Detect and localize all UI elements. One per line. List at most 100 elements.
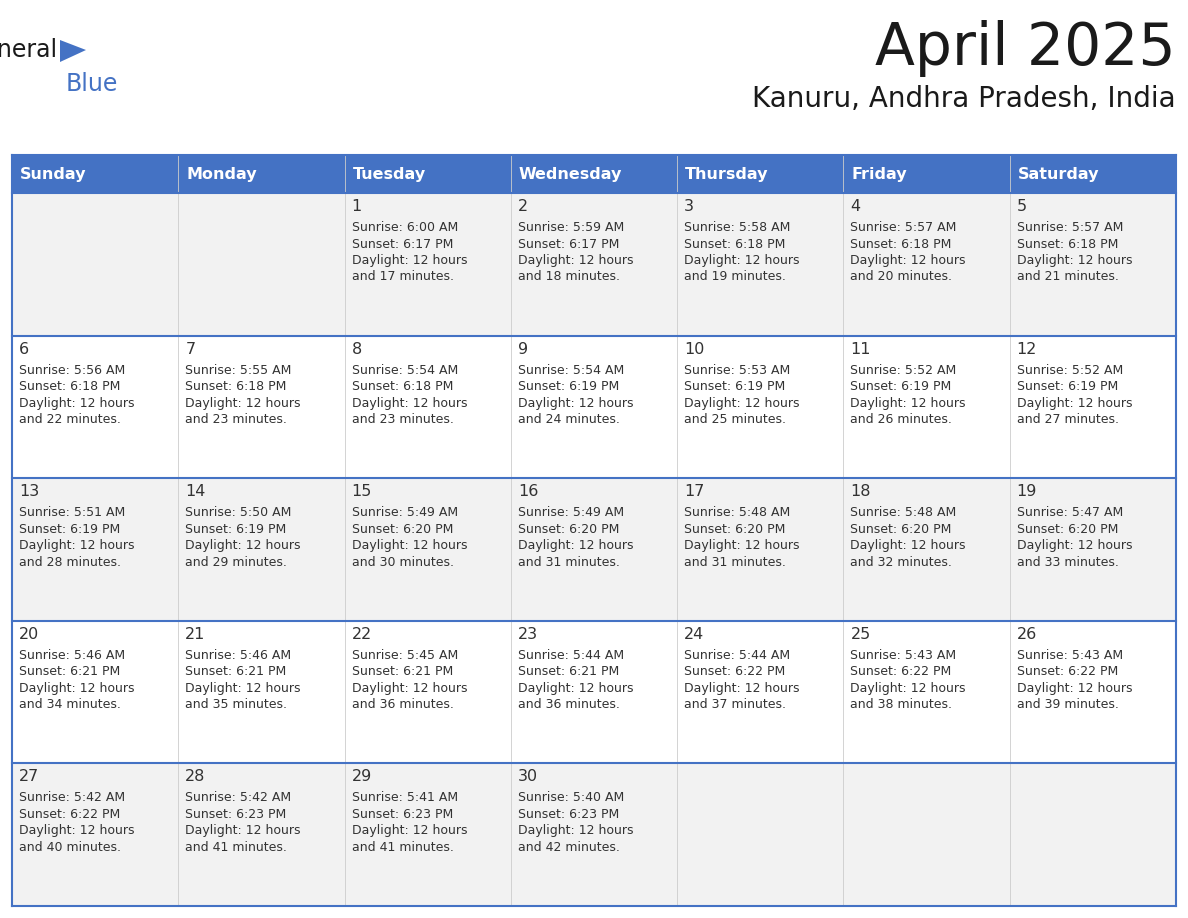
Text: Sunrise: 5:59 AM: Sunrise: 5:59 AM xyxy=(518,221,624,234)
Bar xyxy=(677,764,843,906)
Text: Daylight: 12 hours: Daylight: 12 hours xyxy=(518,824,633,837)
Text: Sunset: 6:19 PM: Sunset: 6:19 PM xyxy=(684,380,785,393)
Text: Daylight: 12 hours: Daylight: 12 hours xyxy=(185,682,301,695)
Text: 29: 29 xyxy=(352,769,372,784)
Bar xyxy=(345,336,511,478)
Text: 1: 1 xyxy=(352,199,362,214)
Text: 15: 15 xyxy=(352,484,372,499)
Bar xyxy=(511,764,677,906)
Text: Daylight: 12 hours: Daylight: 12 hours xyxy=(518,397,633,409)
Text: Sunset: 6:23 PM: Sunset: 6:23 PM xyxy=(518,808,619,821)
Bar xyxy=(843,336,1010,478)
Bar xyxy=(677,336,843,478)
Text: 14: 14 xyxy=(185,484,206,499)
Text: 20: 20 xyxy=(19,627,39,642)
Text: Daylight: 12 hours: Daylight: 12 hours xyxy=(851,539,966,553)
Bar xyxy=(12,193,178,336)
Text: and 32 minutes.: and 32 minutes. xyxy=(851,555,953,568)
Text: Sunset: 6:18 PM: Sunset: 6:18 PM xyxy=(19,380,120,393)
Bar xyxy=(1010,193,1176,336)
Text: Sunrise: 5:45 AM: Sunrise: 5:45 AM xyxy=(352,649,457,662)
Bar xyxy=(178,193,345,336)
Text: Blue: Blue xyxy=(67,72,119,96)
Text: Daylight: 12 hours: Daylight: 12 hours xyxy=(851,397,966,409)
Text: and 18 minutes.: and 18 minutes. xyxy=(518,271,620,284)
Text: 28: 28 xyxy=(185,769,206,784)
Text: Sunrise: 5:48 AM: Sunrise: 5:48 AM xyxy=(684,506,790,520)
Text: Sunset: 6:21 PM: Sunset: 6:21 PM xyxy=(352,666,453,678)
Text: Sunrise: 5:52 AM: Sunrise: 5:52 AM xyxy=(1017,364,1123,376)
Text: Sunset: 6:17 PM: Sunset: 6:17 PM xyxy=(518,238,619,251)
Text: 23: 23 xyxy=(518,627,538,642)
Text: 4: 4 xyxy=(851,199,860,214)
Text: and 25 minutes.: and 25 minutes. xyxy=(684,413,786,426)
Bar xyxy=(1010,478,1176,621)
Text: and 24 minutes.: and 24 minutes. xyxy=(518,413,620,426)
Text: Daylight: 12 hours: Daylight: 12 hours xyxy=(352,682,467,695)
Bar xyxy=(178,336,345,478)
Text: Daylight: 12 hours: Daylight: 12 hours xyxy=(684,682,800,695)
Text: and 41 minutes.: and 41 minutes. xyxy=(185,841,287,854)
Text: 9: 9 xyxy=(518,341,527,356)
Text: Daylight: 12 hours: Daylight: 12 hours xyxy=(851,254,966,267)
Text: Sunset: 6:21 PM: Sunset: 6:21 PM xyxy=(19,666,120,678)
Text: 8: 8 xyxy=(352,341,362,356)
Text: 30: 30 xyxy=(518,769,538,784)
Text: Sunset: 6:18 PM: Sunset: 6:18 PM xyxy=(684,238,785,251)
Text: 26: 26 xyxy=(1017,627,1037,642)
Text: Friday: Friday xyxy=(852,166,908,182)
Text: Daylight: 12 hours: Daylight: 12 hours xyxy=(352,824,467,837)
Text: Sunrise: 5:58 AM: Sunrise: 5:58 AM xyxy=(684,221,790,234)
Text: and 34 minutes.: and 34 minutes. xyxy=(19,699,121,711)
Text: Monday: Monday xyxy=(187,166,257,182)
Text: Sunrise: 5:43 AM: Sunrise: 5:43 AM xyxy=(1017,649,1123,662)
Text: Sunset: 6:18 PM: Sunset: 6:18 PM xyxy=(851,238,952,251)
Text: Sunrise: 5:41 AM: Sunrise: 5:41 AM xyxy=(352,791,457,804)
Text: Daylight: 12 hours: Daylight: 12 hours xyxy=(518,539,633,553)
Text: Sunrise: 5:44 AM: Sunrise: 5:44 AM xyxy=(518,649,624,662)
Text: and 19 minutes.: and 19 minutes. xyxy=(684,271,786,284)
Bar xyxy=(178,764,345,906)
Text: 3: 3 xyxy=(684,199,694,214)
Text: and 27 minutes.: and 27 minutes. xyxy=(1017,413,1119,426)
Text: 18: 18 xyxy=(851,484,871,499)
Text: and 36 minutes.: and 36 minutes. xyxy=(518,699,620,711)
Text: Sunset: 6:20 PM: Sunset: 6:20 PM xyxy=(1017,522,1118,536)
Text: and 41 minutes.: and 41 minutes. xyxy=(352,841,454,854)
Text: 12: 12 xyxy=(1017,341,1037,356)
Text: April 2025: April 2025 xyxy=(876,20,1176,77)
Text: General: General xyxy=(0,38,58,62)
Text: Sunrise: 5:42 AM: Sunrise: 5:42 AM xyxy=(185,791,291,804)
Bar xyxy=(677,193,843,336)
Bar xyxy=(345,621,511,764)
Text: and 36 minutes.: and 36 minutes. xyxy=(352,699,454,711)
Text: Sunrise: 5:50 AM: Sunrise: 5:50 AM xyxy=(185,506,292,520)
Text: Daylight: 12 hours: Daylight: 12 hours xyxy=(185,397,301,409)
Text: Kanuru, Andhra Pradesh, India: Kanuru, Andhra Pradesh, India xyxy=(752,85,1176,113)
Text: Daylight: 12 hours: Daylight: 12 hours xyxy=(352,539,467,553)
Text: and 23 minutes.: and 23 minutes. xyxy=(352,413,454,426)
Text: Daylight: 12 hours: Daylight: 12 hours xyxy=(185,824,301,837)
Text: Sunrise: 5:43 AM: Sunrise: 5:43 AM xyxy=(851,649,956,662)
Text: 24: 24 xyxy=(684,627,704,642)
Bar xyxy=(178,155,345,193)
Text: and 33 minutes.: and 33 minutes. xyxy=(1017,555,1119,568)
Text: Daylight: 12 hours: Daylight: 12 hours xyxy=(19,539,134,553)
Bar xyxy=(1010,155,1176,193)
Text: Sunrise: 5:57 AM: Sunrise: 5:57 AM xyxy=(1017,221,1123,234)
Bar xyxy=(511,621,677,764)
Text: Tuesday: Tuesday xyxy=(353,166,425,182)
Text: Daylight: 12 hours: Daylight: 12 hours xyxy=(518,254,633,267)
Text: Sunset: 6:20 PM: Sunset: 6:20 PM xyxy=(851,522,952,536)
Text: and 30 minutes.: and 30 minutes. xyxy=(352,555,454,568)
Text: Sunset: 6:17 PM: Sunset: 6:17 PM xyxy=(352,238,453,251)
Text: 5: 5 xyxy=(1017,199,1026,214)
Text: Daylight: 12 hours: Daylight: 12 hours xyxy=(185,539,301,553)
Text: Saturday: Saturday xyxy=(1018,166,1099,182)
Bar xyxy=(677,478,843,621)
Text: Daylight: 12 hours: Daylight: 12 hours xyxy=(19,397,134,409)
Text: and 35 minutes.: and 35 minutes. xyxy=(185,699,287,711)
Text: Sunrise: 5:55 AM: Sunrise: 5:55 AM xyxy=(185,364,292,376)
Text: Sunrise: 5:47 AM: Sunrise: 5:47 AM xyxy=(1017,506,1123,520)
Text: Daylight: 12 hours: Daylight: 12 hours xyxy=(684,397,800,409)
